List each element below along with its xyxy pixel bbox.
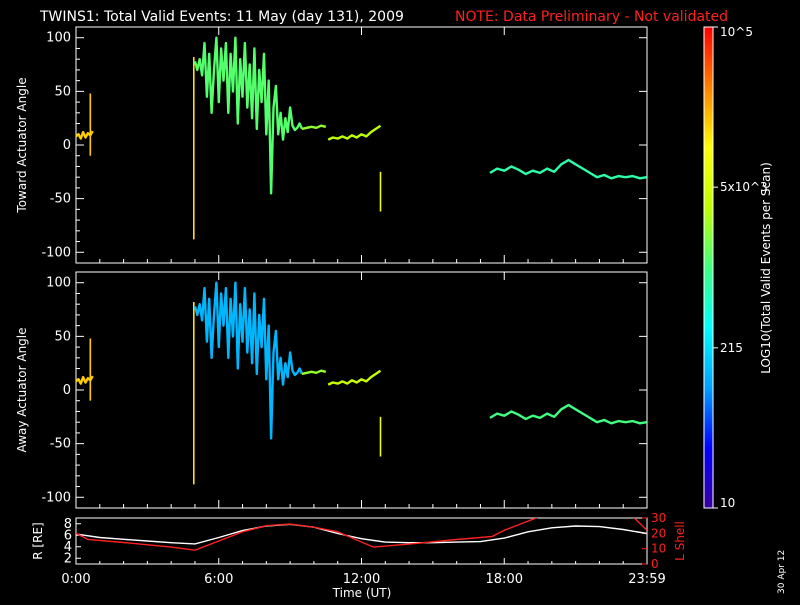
toward-series-segment-3 [193,36,304,195]
away-series-segment-3 [193,281,304,440]
x-axis-title: Time (UT) [332,586,392,600]
x-tick-label: 6:00 [204,572,233,587]
colorbar-label: LOG10(Total Valid Events per Scan) [759,162,773,374]
away-ytick-label: -100 [41,490,71,505]
x-tick-label: 0:00 [61,572,90,587]
orbit-left-ylabel: R [RE] [31,522,45,559]
orbit-right-ytick-label: 10 [651,542,666,556]
colorbar-tick-label: 5x10^3 [720,180,768,194]
toward-ylabel: Toward Actuator Angle [15,77,29,213]
orbit-panel-frame [75,517,648,565]
orbit-right-ytick-label: 20 [651,526,666,540]
away-series-segment-4 [301,369,327,376]
orbit-right-ytick-label: 30 [651,511,666,525]
away-series-segment-7 [489,403,647,425]
preliminary-note: NOTE: Data Preliminary - Not validated [455,9,728,25]
x-tick-label: 12:00 [343,572,380,587]
toward-ytick-label: -50 [50,192,71,207]
toward-ytick-label: 0 [63,138,71,153]
colorbar-tick-label: 215 [720,341,743,355]
r-distance-line [76,523,647,545]
colorbar-tick-label: 10^5 [720,25,753,39]
lshell-line [76,518,647,551]
orbit-left-ytick-label: 4 [64,540,72,555]
away-ytick-label: 0 [63,383,71,398]
toward-ytick-label: 50 [54,84,71,99]
toward-panel-frame [75,26,648,264]
away-ytick-label: 100 [46,276,71,291]
away-ytick-label: 50 [54,329,71,344]
orbit-right-ytick-label: 0 [651,557,659,571]
toward-ytick-label: 100 [46,31,71,46]
chart-title: TWINS1: Total Valid Events: 11 May (day … [39,9,404,25]
toward-series-segment-4 [301,124,327,131]
away-series-segment-5 [327,369,382,386]
colorbar [704,27,713,508]
x-tick-label: 18:00 [486,572,523,587]
away-ylabel: Away Actuator Angle [15,327,29,452]
orbit-left-ytick-label: 8 [64,517,72,532]
colorbar-frame [703,26,714,509]
orbit-left-ytick-label: 6 [64,528,72,543]
toward-series-segment-5 [327,124,382,141]
colorbar-tick-label: 10 [720,496,735,510]
toward-series-segment-7 [489,158,647,180]
date-stamp: 30 Apr 12 [777,550,787,594]
away-panel-frame [75,271,648,509]
x-tick-label: 23:59 [628,572,665,587]
away-ytick-label: -50 [50,437,71,452]
orbit-left-ytick-label: 2 [64,551,72,566]
orbit-right-ylabel: L Shell [673,521,687,561]
toward-ytick-label: -100 [41,245,71,260]
